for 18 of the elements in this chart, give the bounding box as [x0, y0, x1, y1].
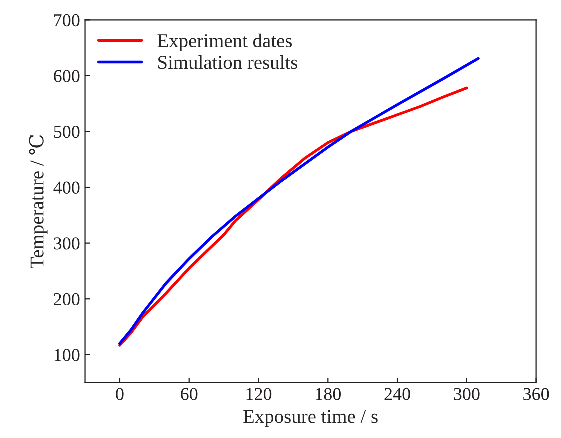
legend-label: Experiment dates	[158, 34, 292, 52]
y-axis-title: Temperature / ℃	[29, 135, 48, 269]
x-tick-label: 60	[181, 388, 198, 400]
legend-label: Simulation results	[158, 56, 298, 70]
y-tick-label: 100	[54, 349, 80, 362]
y-tick-label: 200	[54, 293, 80, 306]
x-tick-label: 0	[116, 388, 124, 400]
y-tick-label: 700	[54, 14, 80, 27]
y-tick-label: 400	[54, 182, 80, 194]
x-tick-label: 240	[384, 388, 410, 400]
x-tick-label: 120	[246, 388, 272, 400]
y-tick-label: 600	[54, 70, 80, 82]
x-axis-title: Exposure time / s	[244, 410, 378, 428]
y-tick-label: 500	[54, 126, 80, 138]
x-tick-label: 300	[454, 388, 480, 400]
y-tick-label: 300	[54, 238, 80, 250]
x-tick-label: 360	[524, 388, 550, 400]
x-tick-label: 180	[316, 388, 341, 400]
